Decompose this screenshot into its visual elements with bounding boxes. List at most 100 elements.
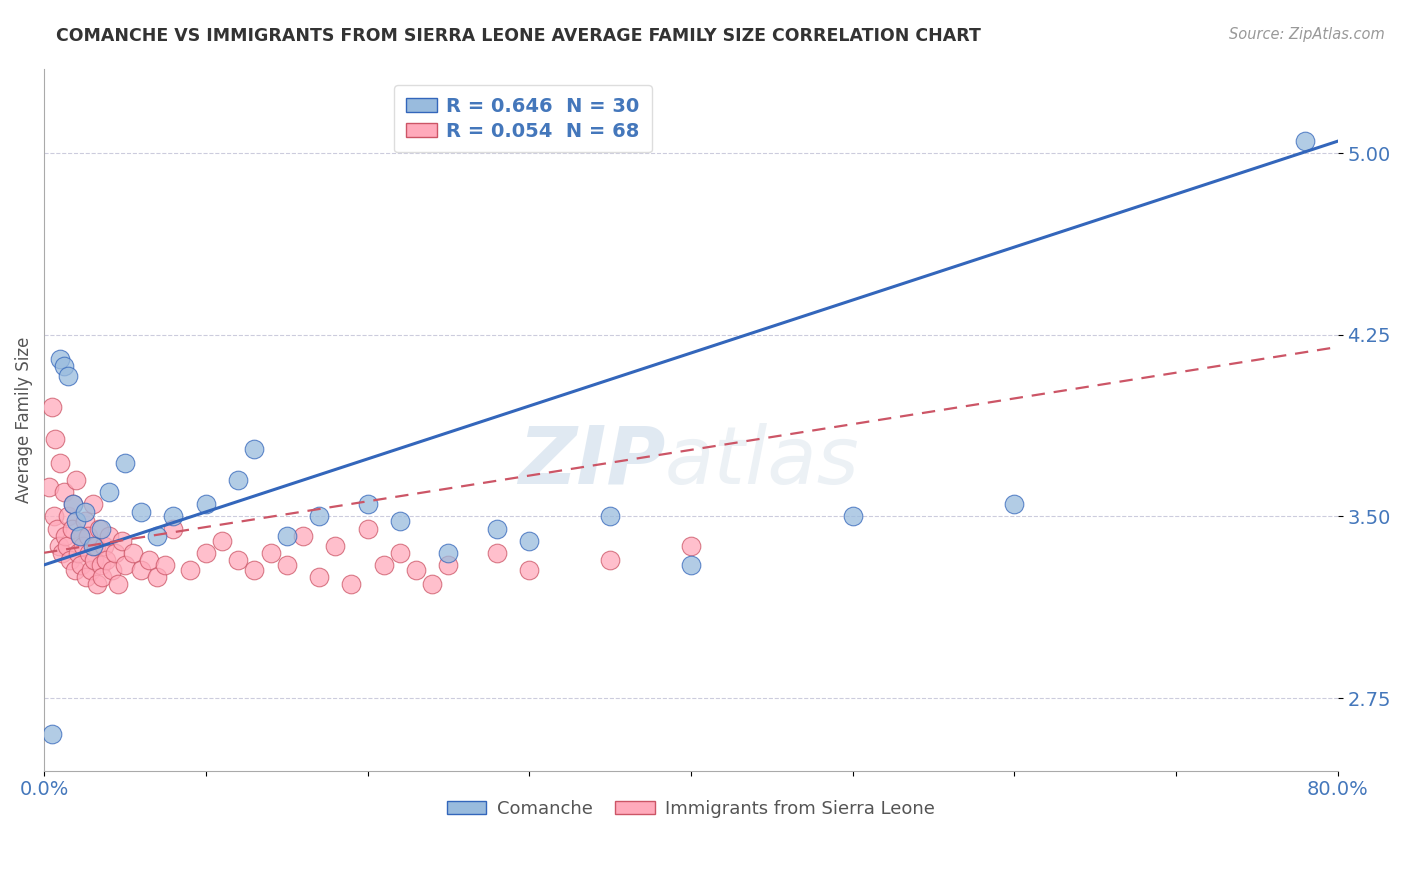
Point bbox=[62, 497, 84, 511]
Point bbox=[179, 563, 201, 577]
Point bbox=[841, 509, 863, 524]
Point bbox=[58, 369, 80, 384]
Point bbox=[308, 509, 330, 524]
Point bbox=[49, 456, 72, 470]
Point bbox=[107, 577, 129, 591]
Point bbox=[38, 480, 60, 494]
Y-axis label: Average Family Size: Average Family Size bbox=[15, 336, 32, 503]
Point bbox=[114, 456, 136, 470]
Point bbox=[80, 563, 103, 577]
Point bbox=[162, 509, 184, 524]
Point bbox=[90, 558, 112, 572]
Point bbox=[51, 546, 73, 560]
Point bbox=[55, 539, 77, 553]
Point bbox=[59, 553, 82, 567]
Point bbox=[122, 546, 145, 560]
Point bbox=[65, 473, 87, 487]
Point bbox=[42, 509, 65, 524]
Point bbox=[388, 546, 411, 560]
Point bbox=[46, 522, 69, 536]
Legend: Comanche, Immigrants from Sierra Leone: Comanche, Immigrants from Sierra Leone bbox=[440, 792, 942, 825]
Point bbox=[276, 558, 298, 572]
Point bbox=[679, 539, 702, 553]
Point bbox=[129, 505, 152, 519]
Point bbox=[420, 577, 443, 591]
Point bbox=[1002, 497, 1025, 511]
Point bbox=[405, 563, 427, 577]
Point bbox=[155, 558, 177, 572]
Point bbox=[82, 497, 104, 511]
Point bbox=[69, 529, 91, 543]
Point bbox=[69, 529, 91, 543]
Point bbox=[75, 570, 97, 584]
Point bbox=[226, 473, 249, 487]
Point bbox=[146, 529, 169, 543]
Point bbox=[73, 514, 96, 528]
Point bbox=[194, 546, 217, 560]
Point bbox=[194, 497, 217, 511]
Point bbox=[485, 522, 508, 536]
Point bbox=[276, 529, 298, 543]
Point bbox=[67, 546, 90, 560]
Point bbox=[41, 401, 63, 415]
Point bbox=[52, 485, 75, 500]
Point bbox=[356, 522, 378, 536]
Point bbox=[243, 563, 266, 577]
Point bbox=[599, 553, 621, 567]
Point bbox=[90, 522, 112, 536]
Point bbox=[84, 539, 107, 553]
Point bbox=[48, 539, 70, 553]
Point bbox=[259, 546, 281, 560]
Point bbox=[111, 533, 134, 548]
Point bbox=[70, 558, 93, 572]
Point bbox=[1294, 134, 1316, 148]
Point bbox=[76, 529, 98, 543]
Point bbox=[82, 539, 104, 553]
Point bbox=[101, 563, 124, 577]
Text: ZIP: ZIP bbox=[517, 423, 665, 500]
Point bbox=[65, 514, 87, 528]
Point bbox=[517, 563, 540, 577]
Point bbox=[104, 546, 127, 560]
Point bbox=[114, 558, 136, 572]
Point bbox=[60, 522, 83, 536]
Point bbox=[437, 546, 460, 560]
Point bbox=[53, 529, 76, 543]
Point bbox=[41, 727, 63, 741]
Point bbox=[79, 546, 101, 560]
Text: Source: ZipAtlas.com: Source: ZipAtlas.com bbox=[1229, 27, 1385, 42]
Point bbox=[91, 570, 114, 584]
Point bbox=[162, 522, 184, 536]
Point bbox=[243, 442, 266, 456]
Point bbox=[93, 539, 115, 553]
Point bbox=[72, 539, 94, 553]
Point bbox=[129, 563, 152, 577]
Point bbox=[485, 546, 508, 560]
Point bbox=[52, 359, 75, 374]
Point bbox=[86, 577, 108, 591]
Point bbox=[323, 539, 346, 553]
Point bbox=[291, 529, 314, 543]
Point bbox=[94, 553, 117, 567]
Point bbox=[340, 577, 363, 591]
Point bbox=[138, 553, 160, 567]
Point bbox=[83, 553, 105, 567]
Point bbox=[517, 533, 540, 548]
Point bbox=[87, 522, 110, 536]
Point bbox=[58, 509, 80, 524]
Text: COMANCHE VS IMMIGRANTS FROM SIERRA LEONE AVERAGE FAMILY SIZE CORRELATION CHART: COMANCHE VS IMMIGRANTS FROM SIERRA LEONE… bbox=[56, 27, 981, 45]
Point bbox=[308, 570, 330, 584]
Point bbox=[63, 563, 86, 577]
Point bbox=[388, 514, 411, 528]
Point bbox=[62, 497, 84, 511]
Point bbox=[373, 558, 395, 572]
Point bbox=[97, 485, 120, 500]
Point bbox=[146, 570, 169, 584]
Point bbox=[49, 352, 72, 367]
Point bbox=[437, 558, 460, 572]
Point bbox=[97, 529, 120, 543]
Point bbox=[599, 509, 621, 524]
Point bbox=[226, 553, 249, 567]
Point bbox=[44, 432, 66, 446]
Point bbox=[356, 497, 378, 511]
